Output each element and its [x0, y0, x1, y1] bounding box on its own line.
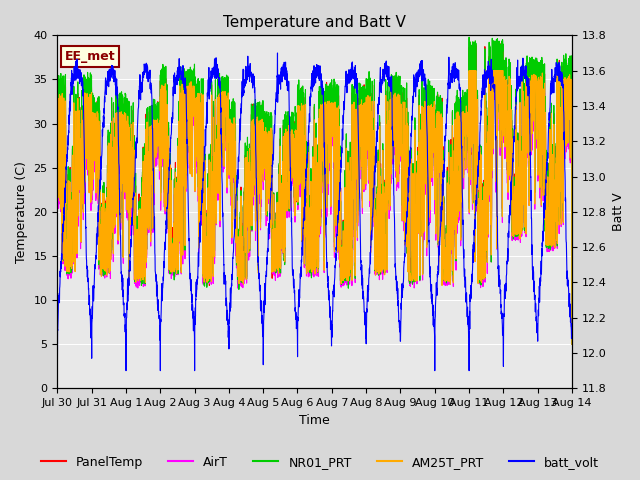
PanelTemp — [143, 247, 150, 252]
Y-axis label: Batt V: Batt V — [612, 192, 625, 231]
batt_volt — [143, 61, 150, 67]
batt_volt — [122, 368, 130, 373]
NR01_PRT — [273, 192, 281, 198]
X-axis label: Time: Time — [300, 414, 330, 427]
batt_volt — [273, 73, 281, 79]
batt_volt — [558, 80, 566, 86]
AirT — [54, 106, 61, 112]
NR01_PRT — [465, 34, 473, 40]
AM25T_PRT — [251, 127, 259, 133]
AM25T_PRT — [112, 211, 120, 216]
batt_volt — [274, 50, 282, 56]
PanelTemp — [492, 39, 500, 45]
Legend: PanelTemp, AirT, NR01_PRT, AM25T_PRT, batt_volt: PanelTemp, AirT, NR01_PRT, AM25T_PRT, ba… — [36, 451, 604, 474]
AM25T_PRT — [54, 93, 61, 98]
PanelTemp — [568, 341, 576, 347]
PanelTemp — [558, 63, 566, 69]
AirT — [143, 255, 150, 261]
NR01_PRT — [112, 202, 120, 207]
PanelTemp — [502, 67, 510, 73]
AM25T_PRT — [568, 341, 576, 347]
PanelTemp — [112, 201, 120, 206]
AirT — [273, 206, 281, 212]
Line: AM25T_PRT: AM25T_PRT — [58, 71, 572, 344]
AirT — [251, 144, 259, 149]
PanelTemp — [54, 78, 61, 84]
AirT — [465, 68, 473, 73]
NR01_PRT — [251, 114, 259, 120]
AM25T_PRT — [502, 77, 510, 83]
Text: EE_met: EE_met — [65, 50, 116, 63]
PanelTemp — [251, 131, 259, 136]
NR01_PRT — [558, 60, 566, 65]
NR01_PRT — [502, 60, 510, 65]
PanelTemp — [273, 191, 281, 196]
AM25T_PRT — [465, 68, 473, 73]
AirT — [568, 341, 576, 347]
Line: PanelTemp: PanelTemp — [58, 42, 572, 344]
Y-axis label: Temperature (C): Temperature (C) — [15, 161, 28, 263]
AM25T_PRT — [273, 202, 281, 207]
NR01_PRT — [54, 77, 61, 83]
AirT — [558, 84, 566, 90]
batt_volt — [503, 271, 511, 276]
batt_volt — [251, 89, 259, 95]
AirT — [502, 84, 510, 90]
Title: Temperature and Batt V: Temperature and Batt V — [223, 15, 406, 30]
AirT — [112, 214, 120, 220]
Line: NR01_PRT: NR01_PRT — [58, 37, 572, 344]
NR01_PRT — [568, 341, 576, 347]
Line: AirT: AirT — [58, 71, 572, 344]
batt_volt — [112, 92, 120, 98]
AM25T_PRT — [143, 252, 150, 257]
batt_volt — [568, 331, 576, 337]
Line: batt_volt: batt_volt — [58, 53, 572, 371]
AM25T_PRT — [558, 75, 566, 81]
NR01_PRT — [143, 246, 150, 252]
batt_volt — [54, 368, 61, 373]
